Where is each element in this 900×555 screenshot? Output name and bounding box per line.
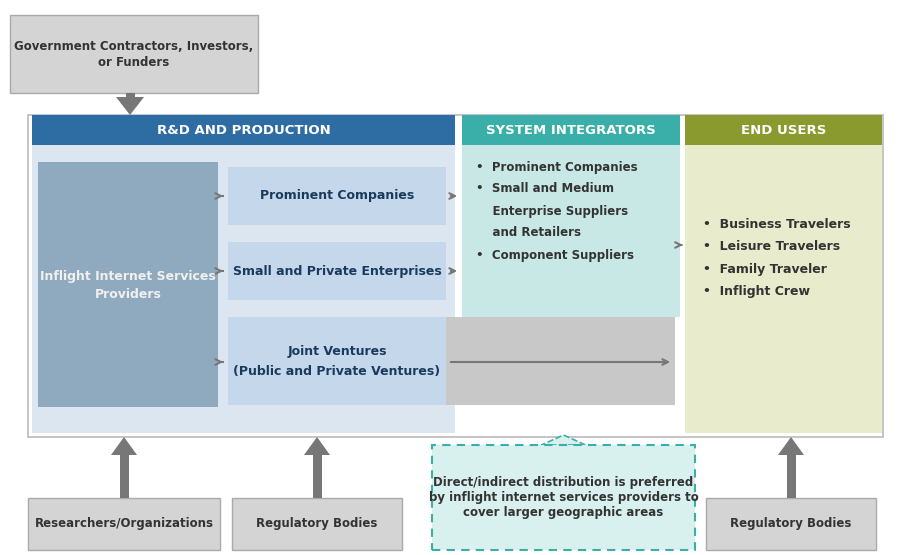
Bar <box>706 498 876 550</box>
Text: •  Family Traveler: • Family Traveler <box>703 263 827 275</box>
Bar <box>787 455 796 498</box>
Text: •  Business Travelers: • Business Travelers <box>703 219 850 231</box>
Bar <box>228 167 446 225</box>
Text: (Public and Private Ventures): (Public and Private Ventures) <box>233 365 441 377</box>
Bar <box>125 93 134 97</box>
Bar <box>120 455 129 498</box>
Text: Small and Private Enterprises: Small and Private Enterprises <box>232 265 441 278</box>
Bar <box>28 115 883 437</box>
Text: •  Inflight Crew: • Inflight Crew <box>703 285 810 297</box>
Text: Prominent Companies: Prominent Companies <box>260 189 414 203</box>
Bar <box>432 445 695 550</box>
Text: Joint Ventures: Joint Ventures <box>287 345 387 357</box>
Text: or Funders: or Funders <box>98 57 169 69</box>
Bar <box>32 145 455 433</box>
Bar <box>10 15 258 93</box>
Bar <box>462 145 680 317</box>
Bar <box>228 317 675 405</box>
Text: Regulatory Bodies: Regulatory Bodies <box>730 517 851 531</box>
Text: •  Prominent Companies: • Prominent Companies <box>476 160 637 174</box>
Bar <box>312 455 321 498</box>
Text: Researchers/Organizations: Researchers/Organizations <box>34 517 213 531</box>
Text: •  Small and Medium: • Small and Medium <box>476 183 614 195</box>
Text: •  Leisure Travelers: • Leisure Travelers <box>703 240 840 254</box>
Bar <box>228 317 446 405</box>
Text: SYSTEM INTEGRATORS: SYSTEM INTEGRATORS <box>486 124 656 137</box>
Text: Regulatory Bodies: Regulatory Bodies <box>256 517 378 531</box>
Text: Inflight Internet Services: Inflight Internet Services <box>40 270 216 283</box>
Bar <box>462 115 680 145</box>
Polygon shape <box>304 437 330 455</box>
Text: Direct/indirect distribution is preferred
by inflight internet services provider: Direct/indirect distribution is preferre… <box>428 476 698 519</box>
Bar <box>232 498 402 550</box>
Bar <box>228 242 446 300</box>
Text: and Retailers: and Retailers <box>476 226 581 240</box>
Polygon shape <box>542 435 586 445</box>
Bar <box>685 145 882 433</box>
Text: END USERS: END USERS <box>741 124 826 137</box>
Bar <box>38 162 218 407</box>
Polygon shape <box>778 437 804 455</box>
Text: Enterprise Suppliers: Enterprise Suppliers <box>476 204 628 218</box>
Polygon shape <box>116 97 144 115</box>
Text: R&D AND PRODUCTION: R&D AND PRODUCTION <box>157 124 330 137</box>
Bar <box>32 115 455 145</box>
Polygon shape <box>111 437 137 455</box>
Text: •  Component Suppliers: • Component Suppliers <box>476 249 634 261</box>
Bar <box>28 498 220 550</box>
Text: Providers: Providers <box>94 288 161 301</box>
Bar <box>685 115 882 145</box>
Text: Government Contractors, Investors,: Government Contractors, Investors, <box>14 39 254 53</box>
